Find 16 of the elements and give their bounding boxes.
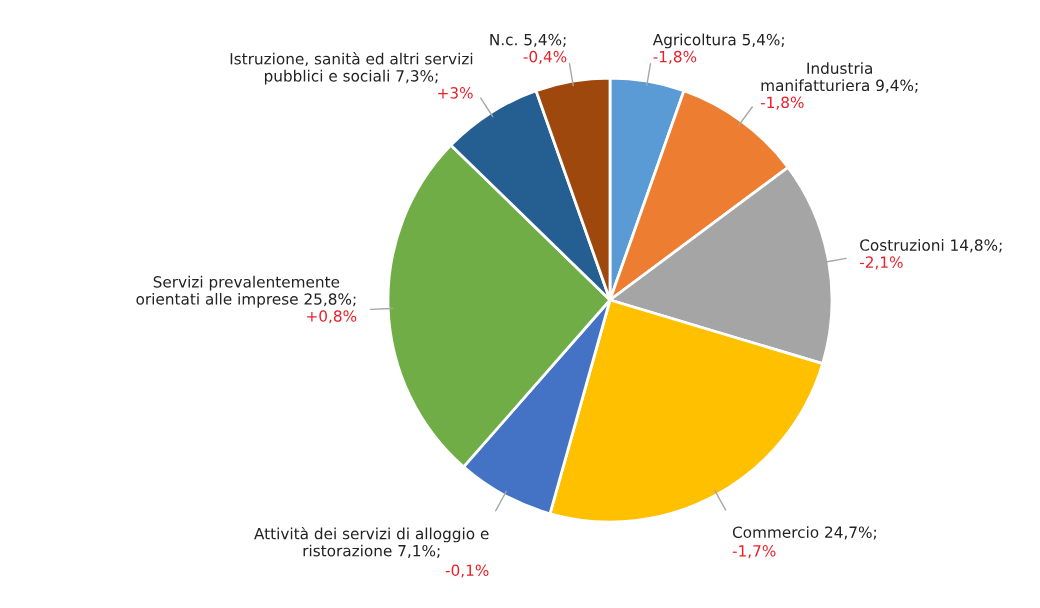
slice-label: Costruzioni 14,8%; bbox=[860, 239, 1002, 253]
slice-label: Attività dei servizi di alloggio e ristorazione 7,1%; bbox=[254, 526, 489, 559]
slice-label: Agricoltura 5,4%; bbox=[652, 33, 784, 49]
text: -0,1% bbox=[445, 564, 489, 578]
slice-label: Industria manifatturiera 9,4%; bbox=[761, 62, 918, 93]
text: -1,7% bbox=[732, 545, 776, 559]
text: -0,4% bbox=[523, 50, 567, 64]
text: -1,8% bbox=[760, 96, 804, 110]
slice-label: Commercio 24,7%; bbox=[732, 526, 876, 540]
text: +3% bbox=[438, 87, 473, 99]
slice-label: N.c. 5,4%; bbox=[490, 33, 566, 47]
text: -1,8% bbox=[653, 50, 697, 64]
text: -2,1% bbox=[859, 256, 903, 270]
slice-label: Istruzione, sanità ed altri servizi pubblici e sociali 7,3%; bbox=[230, 52, 473, 85]
slice-label: Servizi prevalentemente orientati alle imprese 25,8%; bbox=[136, 275, 356, 308]
text: +0,8% bbox=[307, 310, 357, 324]
